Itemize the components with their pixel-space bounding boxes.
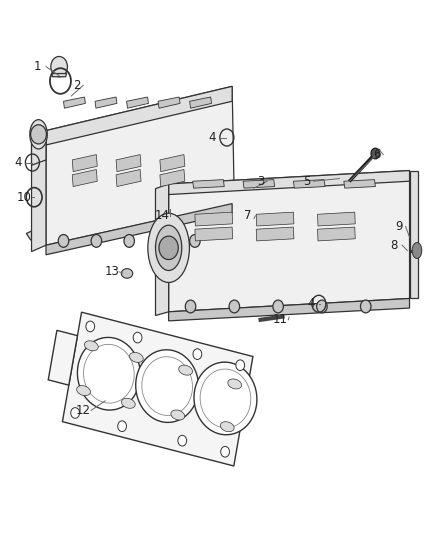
Polygon shape [116,155,141,172]
Polygon shape [116,169,141,187]
Polygon shape [171,410,185,420]
Polygon shape [32,131,46,252]
Circle shape [58,235,69,247]
Polygon shape [127,97,148,108]
Ellipse shape [412,243,422,259]
Circle shape [185,300,196,313]
Polygon shape [85,341,98,351]
Text: 5: 5 [303,175,310,188]
Circle shape [371,148,380,159]
Polygon shape [410,171,418,298]
Circle shape [124,235,134,247]
Polygon shape [77,385,90,395]
Circle shape [221,447,230,457]
Polygon shape [63,312,253,466]
Text: 10: 10 [17,191,32,204]
Ellipse shape [121,269,133,278]
Circle shape [91,235,102,247]
Polygon shape [200,369,251,428]
Text: 3: 3 [257,175,264,188]
Polygon shape [160,169,185,187]
Polygon shape [256,212,294,226]
Polygon shape [121,398,135,408]
Polygon shape [169,298,410,321]
Text: 14: 14 [155,209,170,222]
Polygon shape [318,227,355,241]
Polygon shape [195,212,233,226]
Text: 2: 2 [73,79,81,92]
Circle shape [31,125,46,144]
Polygon shape [52,74,67,77]
Text: 9: 9 [395,220,403,233]
Polygon shape [256,227,294,241]
Polygon shape [318,212,355,226]
Circle shape [229,300,240,313]
Polygon shape [243,180,275,188]
Text: 4: 4 [14,156,22,169]
Circle shape [317,300,327,313]
Circle shape [159,236,178,260]
Polygon shape [130,352,143,362]
Text: 4: 4 [307,297,315,310]
Polygon shape [344,180,375,188]
Polygon shape [195,227,233,241]
Circle shape [157,235,167,247]
Circle shape [360,300,371,313]
Polygon shape [44,204,250,236]
Polygon shape [72,155,97,172]
Polygon shape [78,337,140,410]
Polygon shape [169,171,410,195]
Ellipse shape [155,225,182,270]
Polygon shape [179,365,192,375]
Circle shape [133,332,142,343]
Polygon shape [293,180,325,188]
Polygon shape [26,225,44,240]
Ellipse shape [51,56,67,77]
Text: 12: 12 [76,404,91,417]
Circle shape [86,321,95,332]
Text: 8: 8 [391,239,398,252]
Text: 11: 11 [273,313,288,326]
Polygon shape [32,131,46,165]
Circle shape [178,435,187,446]
Polygon shape [190,97,212,108]
Polygon shape [155,184,169,316]
Ellipse shape [30,119,47,149]
Polygon shape [220,422,234,432]
Polygon shape [169,171,410,312]
Polygon shape [48,330,78,385]
Ellipse shape [148,213,189,282]
Circle shape [193,349,202,359]
Polygon shape [72,169,97,187]
Polygon shape [46,86,232,145]
Text: 4: 4 [208,131,216,144]
Polygon shape [46,86,234,245]
Polygon shape [95,97,117,108]
Polygon shape [64,97,85,108]
Circle shape [118,421,127,432]
Polygon shape [160,155,185,172]
Circle shape [273,300,283,313]
Polygon shape [194,362,257,435]
Polygon shape [142,357,193,415]
Text: 7: 7 [244,209,251,222]
Circle shape [190,235,200,247]
Polygon shape [158,97,180,108]
Polygon shape [193,180,224,188]
Polygon shape [46,204,232,255]
Circle shape [236,360,244,370]
Text: 13: 13 [104,265,119,278]
Polygon shape [84,344,134,403]
Text: 1: 1 [33,60,41,73]
Polygon shape [228,379,242,389]
Text: 6: 6 [373,148,381,161]
Circle shape [71,408,80,418]
Polygon shape [136,350,198,423]
